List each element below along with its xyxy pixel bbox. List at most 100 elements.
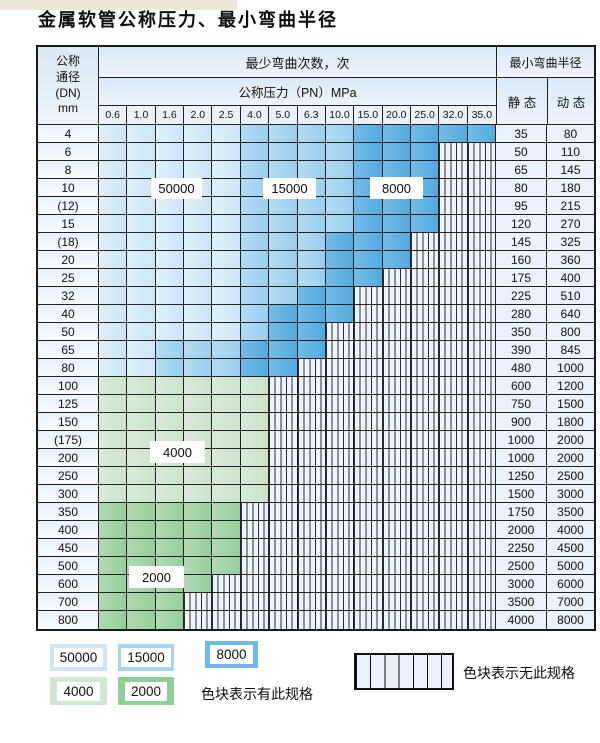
spec-cell [297,143,326,160]
dynamic-value: 8000 [547,611,594,629]
no-spec-cell [382,431,411,448]
spec-cell [325,179,355,196]
spec-cell [184,233,213,250]
spec-cell [127,413,156,430]
no-spec-cell [439,593,468,610]
spec-cell [382,161,411,178]
spec-cell [155,161,185,178]
spec-cell [155,485,185,502]
no-spec-cell [439,611,468,629]
spec-cell [212,305,241,322]
no-spec-cell [269,539,298,556]
spec-cell [99,269,128,286]
spec-cell [410,143,440,160]
no-spec-cell [354,431,383,448]
no-spec-cell [354,413,383,430]
no-spec-cell [297,611,326,629]
dynamic-value: 1500 [547,395,594,412]
spec-cell [212,179,241,196]
no-spec-cell [382,269,411,286]
dn-cell: 700 [38,593,99,610]
table-row: 200 1000 2000 [38,449,594,467]
spec-cell [184,143,213,160]
spec-cell [99,323,128,340]
spec-cell [184,269,213,286]
spec-cell [127,521,156,538]
static-value: 120 [496,215,547,232]
dn-cell: 450 [38,539,99,556]
dynamic-value: 800 [547,323,594,340]
spec-cell [99,179,128,196]
spec-cell [155,125,185,142]
dynamic-value: 4500 [547,539,594,556]
spec-cell [212,197,241,214]
no-spec-cell [467,305,496,322]
spec-cell [184,359,213,376]
page-title: 金属软管公称压力、最小弯曲半径 [38,10,338,31]
spec-cell [240,395,270,412]
legend-hatch-box [354,653,454,690]
spec-cell [325,197,355,214]
no-spec-cell [354,305,383,322]
spec-cell [127,395,156,412]
pressure-column-header: 32.0 [439,106,468,125]
spec-cell [184,341,213,358]
spec-cell [155,539,185,556]
table-row: 250 1250 2500 [38,467,594,485]
no-spec-cell [410,323,440,340]
spec-cell [212,467,241,484]
spec-cell [184,503,213,520]
no-spec-cell [354,287,383,304]
spec-cell [155,377,185,394]
no-spec-cell [467,341,496,358]
no-spec-cell [297,539,326,556]
spec-cell [184,251,213,268]
spec-cell [184,557,213,574]
no-spec-cell [325,341,355,358]
spec-cell [297,233,326,250]
no-spec-cell [382,323,411,340]
pressure-column-headers: 0.6 1.0 1.6 2.0 2.5 4.0 5.0 6.3 10.0 15.0 20.0 25.0… [99,106,496,125]
no-spec-cell [325,557,355,574]
dn-cell: 150 [38,413,99,430]
no-spec-cell [439,251,468,268]
pressure-column-header: 5.0 [269,106,298,125]
spec-cell [99,161,128,178]
no-spec-cell [269,395,298,412]
dn-cell: (175) [38,431,99,448]
dn-cell: 600 [38,575,99,592]
no-spec-cell [297,575,326,592]
no-spec-cell [269,449,298,466]
no-spec-cell [467,269,496,286]
no-spec-cell [354,467,383,484]
table-body: 4 35 80 6 50 110 8 65 145 10 80 180 (12) 95 215 15 120 27… [38,125,594,629]
spec-cell [410,161,440,178]
pressure-column-header: 2.0 [184,106,213,125]
no-spec-cell [467,395,496,412]
spec-cell [269,359,298,376]
spec-cell [382,233,411,250]
dn-cell: 20 [38,251,99,268]
no-spec-cell [467,575,496,592]
dynamic-value: 270 [547,215,594,232]
static-value: 2250 [496,539,547,556]
no-spec-cell [240,575,270,592]
spec-cell [184,467,213,484]
spec-cell [297,251,326,268]
no-spec-cell [439,179,468,196]
spec-cell [325,125,355,142]
spec-cell [212,125,241,142]
dynamic-value: 3500 [547,503,594,520]
spec-cell [354,269,383,286]
pressure-column-header: 15.0 [354,106,383,125]
spec-cell [127,539,156,556]
no-spec-cell [297,377,326,394]
spec-cell [184,323,213,340]
no-spec-cell [382,521,411,538]
table-row: 8 65 145 [38,161,594,179]
legend-block-4000: 4000 [50,677,107,705]
spec-cell [297,305,326,322]
no-spec-cell [410,449,440,466]
no-spec-cell [297,413,326,430]
spec-cell [382,143,411,160]
